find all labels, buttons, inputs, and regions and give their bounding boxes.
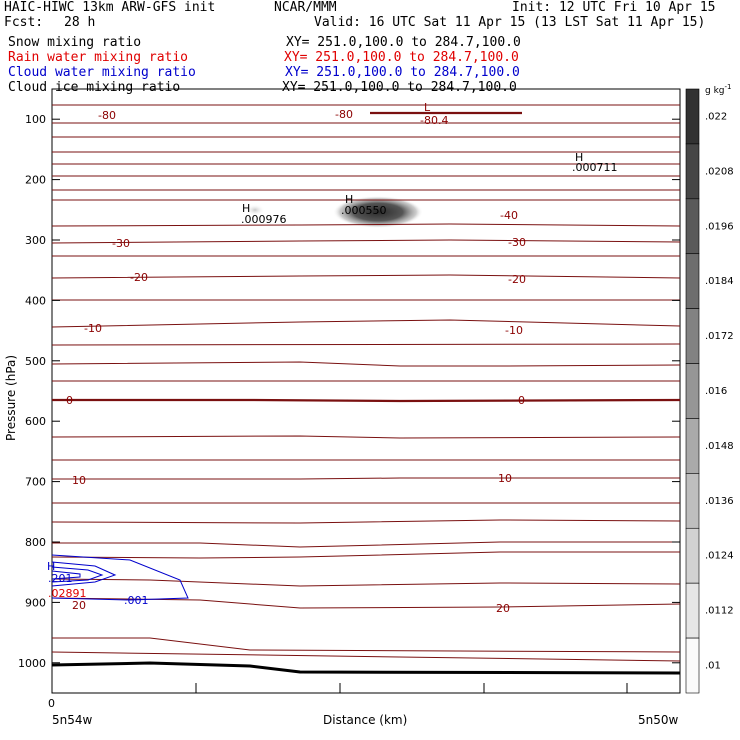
fcst-value: 28 h (64, 15, 96, 30)
colorbar: .022 .0208 .0196 .0184 .0172 .016 .0148 .0136 .0… (685, 88, 734, 694)
field-name-cloud-ice: Cloud ice mixing ratio (8, 80, 181, 95)
valid-time: Valid: 16 UTC Sat 11 Apr 15 (13 LST Sat … (314, 15, 706, 30)
colorbar-swatch (685, 253, 700, 309)
colorbar-unit-exponent: -1 (725, 83, 732, 91)
temperature-label: 10 (498, 472, 512, 485)
temperature-label: -10 (84, 322, 102, 335)
field-xy-snow: XY= 251.0,100.0 to 284.7,100.0 (286, 35, 521, 50)
high-marker: H (345, 193, 353, 206)
colorbar-unit-base: g kg (705, 86, 725, 96)
colorbar-swatch (685, 88, 700, 145)
colorbar-label: .022 (705, 111, 727, 122)
colorbar-swatch (685, 582, 700, 639)
temperature-label: 20 (496, 602, 510, 615)
x-axis-label: Distance (km) (323, 713, 407, 727)
low-marker: L (424, 101, 431, 114)
extremum-value: .02891 (48, 587, 87, 600)
temperature-label: 0 (518, 394, 525, 407)
temperature-label: 10 (72, 474, 86, 487)
extremum-value: .000550 (341, 204, 387, 217)
colorbar-swatch (685, 143, 700, 200)
colorbar-label: .0112 (705, 606, 734, 617)
colorbar-label: .0124 (705, 551, 734, 562)
org-label: NCAR/MMM (274, 0, 337, 15)
snow-small-blob (245, 204, 265, 216)
colorbar-swatch (685, 308, 700, 364)
ground-line (51, 661, 681, 675)
field-xy-rain: XY= 251.0,100.0 to 284.7,100.0 (284, 50, 519, 65)
fcst-label: Fcst: (4, 15, 44, 30)
y-tick-label: 700 (25, 476, 46, 489)
y-tick-label: 1000 (18, 657, 46, 670)
x-endpoint-right: 5n50w (638, 713, 679, 727)
temperature-label: -10 (505, 324, 523, 337)
y-tick-label: 900 (25, 596, 46, 609)
colorbar-label: .01 (705, 661, 721, 672)
field-xy-cloud-water: XY= 251.0,100.0 to 284.7,100.0 (285, 65, 520, 80)
cloud-water-contours (51, 554, 189, 601)
y-tick-label: 500 (25, 355, 46, 368)
field-name-rain: Rain water mixing ratio (8, 50, 189, 65)
colorbar-swatch (685, 363, 700, 419)
colorbar-label: .0136 (705, 496, 734, 507)
colorbar-label: .0208 (705, 166, 734, 177)
model-title: HAIC-HIWC 13km ARW-GFS init (4, 0, 216, 15)
high-marker: H (47, 560, 55, 573)
colorbar-label: .016 (705, 386, 727, 397)
field-xy-cloud-ice: XY= 251.0,100.0 to 284.7,100.0 (282, 80, 517, 95)
high-marker: H (575, 151, 583, 164)
y-tick-label: 200 (25, 174, 46, 187)
y-axis-label: Pressure (hPa) (4, 355, 18, 441)
colorbar-label: .0184 (705, 276, 734, 287)
x-endpoint-left: 5n54w (52, 713, 93, 727)
field-name-snow: Snow mixing ratio (8, 35, 142, 50)
high-marker: H (242, 202, 250, 215)
colorbar-swatch (685, 637, 700, 694)
colorbar-label: .0148 (705, 441, 734, 452)
colorbar-unit: g kg-1 (705, 83, 731, 96)
colorbar-swatch (685, 527, 700, 584)
extremum-value: .000976 (241, 213, 287, 226)
y-tick-label: 800 (25, 536, 46, 549)
extremum-value: .201 (48, 572, 73, 585)
colorbar-label: .0196 (705, 221, 734, 232)
temperature-label: -40 (500, 209, 518, 222)
y-tick-label: 300 (25, 234, 46, 247)
x-axis (195, 683, 628, 693)
y-tick-label: 100 (25, 113, 46, 126)
extremum-value: .000711 (572, 161, 618, 174)
temperature-contour-0c (52, 398, 681, 403)
y-tick-label: 600 (25, 415, 46, 428)
init-time: Init: 12 UTC Fri 10 Apr 15 (512, 0, 716, 15)
extremum-value: -80.4 (420, 114, 448, 127)
temperature-label: -80 (98, 109, 116, 122)
colorbar-label: .0172 (705, 331, 734, 342)
temperature-contours (51, 104, 681, 662)
plot-frame (51, 88, 681, 694)
temperature-label: -30 (112, 237, 130, 250)
temperature-label: -30 (508, 236, 526, 249)
temperature-label: -20 (130, 271, 148, 284)
colorbar-swatch (685, 198, 700, 255)
y-tick-label: 400 (25, 294, 46, 307)
field-name-cloud-water: Cloud water mixing ratio (8, 65, 196, 80)
temperature-label: -80 (335, 108, 353, 121)
temperature-label: -20 (508, 273, 526, 286)
temperature-label: 0 (66, 394, 73, 407)
x-tick-label: 0 (48, 697, 55, 710)
colorbar-swatch (685, 473, 700, 529)
temperature-label: 20 (72, 599, 86, 612)
colorbar-swatch (685, 418, 700, 474)
snow-max-blob (333, 196, 423, 228)
cloud-water-label: .001 (124, 594, 149, 607)
